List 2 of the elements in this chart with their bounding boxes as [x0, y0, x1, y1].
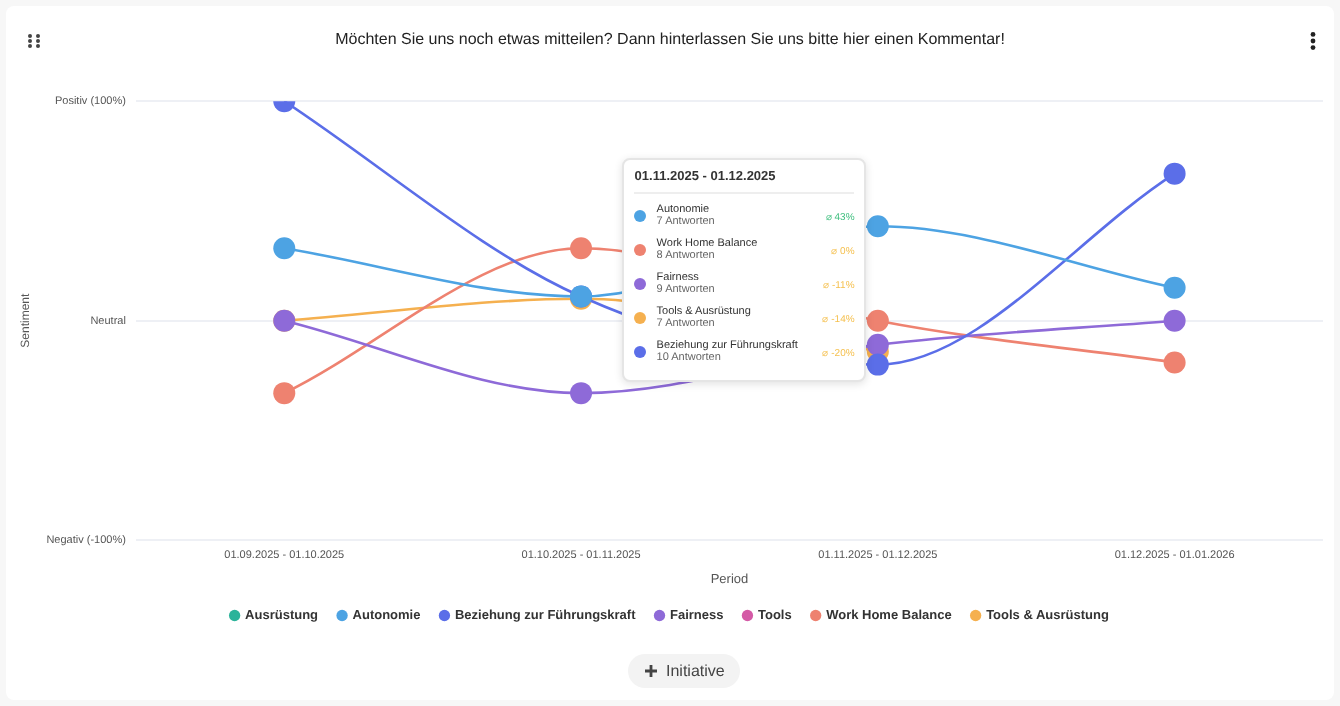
chart-title: Möchten Sie uns noch etwas mitteilen? Dann hinterlassen Sie uns bitte hier einen Kommentar! [335, 30, 1005, 49]
text: Initiative [666, 662, 725, 680]
